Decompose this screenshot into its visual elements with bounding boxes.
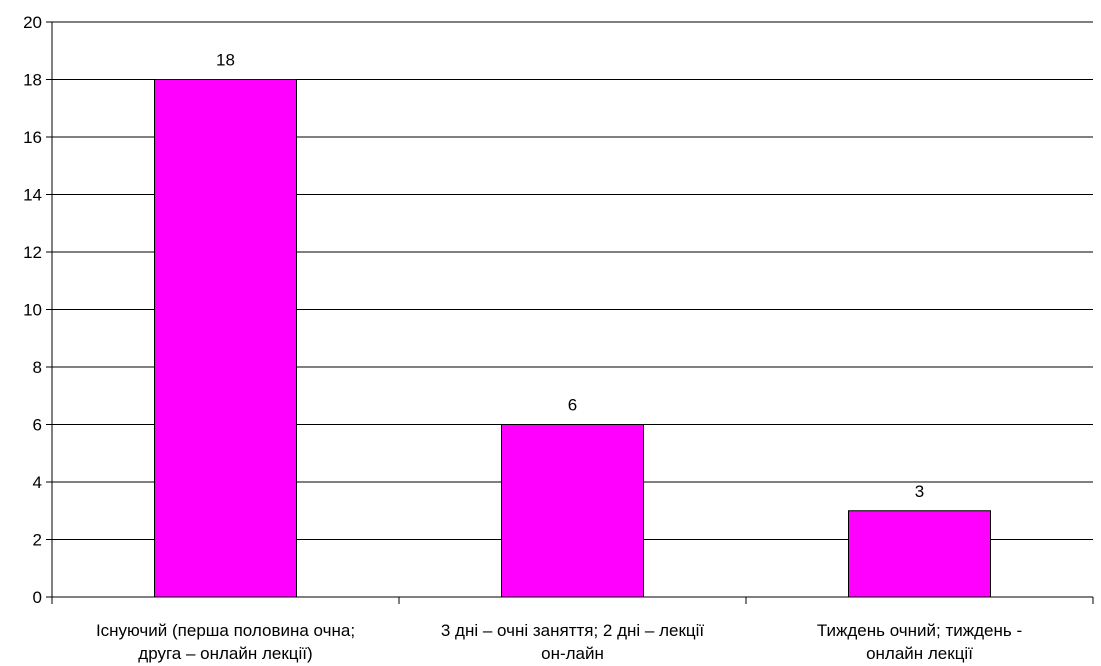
y-tick-label: 0 — [33, 588, 42, 607]
x-category-label-line: Тиждень очний; тиждень - — [817, 621, 1022, 640]
x-category-label-line: Існуючий (перша половина очна; — [96, 621, 355, 640]
y-tick-label: 20 — [23, 13, 42, 32]
y-tick-labels: 0 2 4 6 8 10 12 14 16 18 20 — [23, 13, 42, 607]
y-tick-label: 16 — [23, 128, 42, 147]
x-category-label: Тиждень очний; тиждень - онлайн лекції — [817, 621, 1022, 663]
data-label: 18 — [216, 51, 235, 70]
y-tick-label: 18 — [23, 71, 42, 90]
y-tick-label: 14 — [23, 186, 42, 205]
y-tick-label: 2 — [33, 531, 42, 550]
y-tick-label: 10 — [23, 301, 42, 320]
x-category-label-line: онлайн лекції — [866, 644, 973, 663]
axes — [46, 21, 1094, 604]
x-category-labels: Існуючий (перша половина очна; друга – он… — [96, 621, 1022, 663]
x-category-label-line: друга – онлайн лекції) — [138, 644, 312, 663]
y-tick-label: 8 — [33, 358, 42, 377]
bar — [501, 424, 644, 598]
bars — [154, 79, 991, 598]
bar — [848, 510, 991, 598]
x-category-label-line: 3 дні – очні заняття; 2 дні – лекції — [441, 621, 705, 640]
y-tick-label: 6 — [33, 416, 42, 435]
x-category-label: 3 дні – очні заняття; 2 дні – лекції он-л… — [441, 621, 705, 663]
x-category-label-line: он-лайн — [541, 644, 604, 663]
data-label: 6 — [568, 396, 577, 415]
bar — [154, 79, 297, 598]
data-label: 3 — [915, 482, 924, 501]
y-tick-label: 4 — [33, 473, 42, 492]
y-tick-label: 12 — [23, 243, 42, 262]
x-category-label: Існуючий (перша половина очна; друга – он… — [96, 621, 355, 663]
